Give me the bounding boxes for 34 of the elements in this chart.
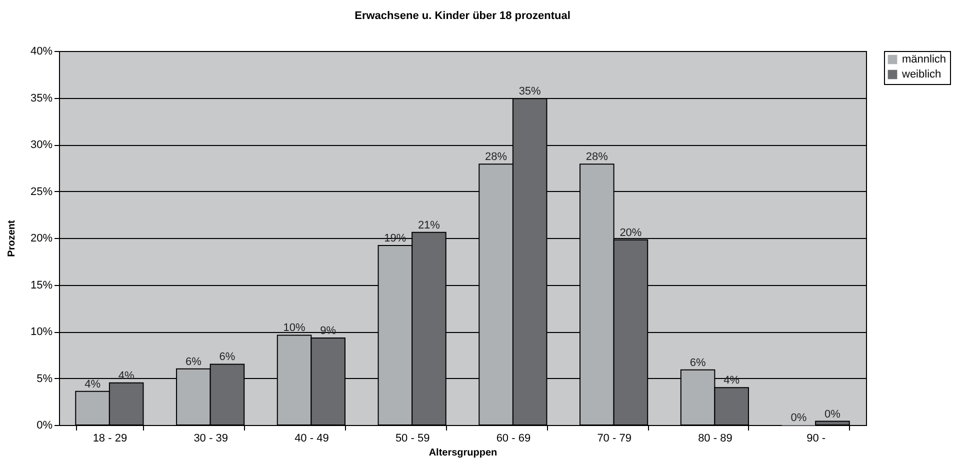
data-label: 6% [690, 356, 706, 369]
chart-title: Erwachsene u. Kinder über 18 prozentual [354, 10, 570, 22]
x-tick-label: 70 - 79 [597, 432, 632, 444]
x-tick-label: 50 - 59 [395, 432, 430, 444]
y-axis-title: Prozent [6, 219, 18, 257]
data-label: 0% [790, 412, 807, 424]
data-label: 28% [586, 151, 608, 164]
y-tick-label: 25% [30, 186, 53, 198]
y-tick-label: 5% [36, 372, 53, 385]
x-tick-label: 30 - 39 [194, 432, 228, 444]
x-axis-title: Altersgruppen [428, 448, 498, 458]
y-tick-label: 20% [30, 232, 53, 244]
data-label: 28% [485, 151, 508, 164]
y-tick-label: 40% [30, 46, 53, 58]
x-tick-label: 80 - 89 [698, 432, 732, 444]
y-tick-label: 30% [30, 139, 53, 151]
data-label: 10% [283, 322, 306, 334]
y-tick-label: 15% [30, 279, 53, 292]
y-tick-label: 35% [30, 92, 53, 104]
x-tick-label: 18 - 29 [92, 432, 128, 444]
data-label: 6% [219, 351, 236, 364]
y-tick-label: 0% [36, 420, 53, 432]
data-label: 4% [84, 378, 101, 390]
x-tick-label: 60 - 69 [496, 432, 531, 444]
legend-label: weiblich [901, 68, 942, 80]
legend-label: männlich [902, 54, 946, 66]
x-tick-label: 90 - [806, 432, 826, 444]
x-tick-label: 40 - 49 [294, 432, 329, 444]
data-label: 20% [620, 226, 642, 239]
y-tick-label: 10% [30, 326, 53, 338]
data-label: 0% [824, 408, 841, 420]
data-label: 6% [185, 356, 202, 368]
data-label: 21% [418, 219, 440, 232]
data-label: 35% [518, 86, 542, 98]
